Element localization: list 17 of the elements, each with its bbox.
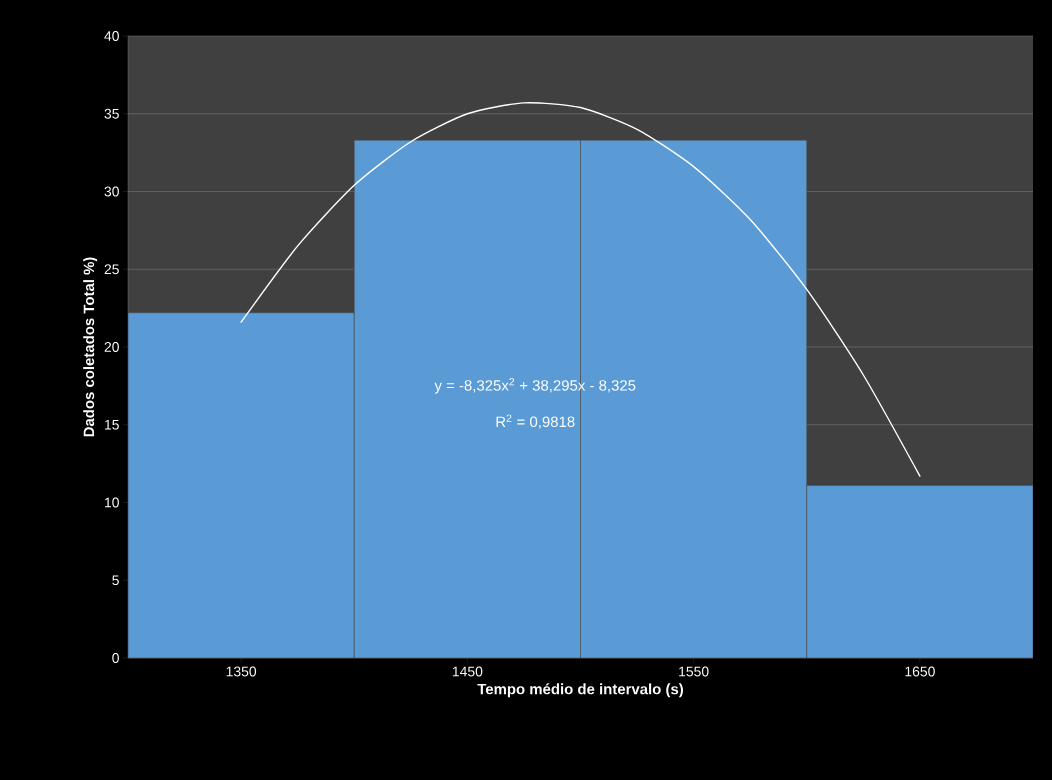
y-tick-label: 40 (104, 31, 119, 41)
line-series (240, 102, 921, 477)
x-tick-label: 1350 (226, 666, 257, 677)
x-tick-label: 1450 (452, 666, 483, 677)
x-axis-title: Tempo médio de intervalo (s) (477, 683, 683, 698)
x-tick-label: 1550 (679, 666, 709, 677)
y-axis-title: Dados coletados Total %) (83, 257, 98, 437)
y-tick-label: 35 (104, 108, 119, 119)
annotation: R$^{2}$ = 0,9818 (496, 414, 575, 429)
y-tick-label: 20 (104, 342, 119, 352)
y-tick-label: 0 (112, 653, 119, 663)
y-tick-label: 25 (104, 264, 119, 275)
y-tick-label: 5 (112, 575, 119, 586)
x-tick-label: 1650 (905, 666, 935, 677)
y-tick-label: 30 (104, 186, 119, 197)
y-tick-label: 15 (105, 419, 119, 430)
y-tick-label: 10 (105, 497, 119, 508)
